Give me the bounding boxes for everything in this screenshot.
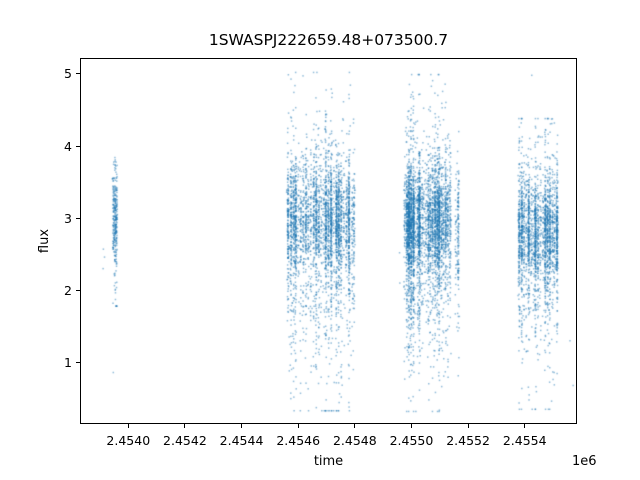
x-tick-label: 2.4550 xyxy=(389,433,434,448)
x-tick-mark xyxy=(354,423,356,428)
y-tick-mark xyxy=(76,217,80,219)
x-tick-label: 2.4542 xyxy=(163,433,207,448)
x-tick-mark xyxy=(297,423,299,428)
y-tick-label: 1 xyxy=(64,354,72,370)
x-tick-mark xyxy=(127,423,129,428)
plot-area xyxy=(80,57,577,424)
y-tick-mark xyxy=(76,73,80,75)
x-tick-mark xyxy=(524,423,526,428)
axis-offset-label: 1e6 xyxy=(572,454,597,469)
y-tick-mark xyxy=(76,289,80,291)
x-tick-label: 2.4548 xyxy=(332,433,377,448)
x-tick-label: 2.4540 xyxy=(106,433,151,448)
x-tick-mark xyxy=(410,423,412,428)
y-tick-label: 4 xyxy=(64,138,72,154)
chart-title: 1SWASPJ222659.48+073500.7 xyxy=(208,31,449,49)
y-axis-label-text: flux xyxy=(37,228,52,253)
x-tick-label: 2.4554 xyxy=(502,433,547,448)
x-tick-mark xyxy=(467,423,469,428)
y-tick-mark xyxy=(76,145,80,147)
x-tick-label: 2.4552 xyxy=(446,433,490,448)
y-tick-label: 2 xyxy=(64,282,72,298)
x-tick-mark xyxy=(241,423,243,428)
y-tick-label: 5 xyxy=(64,66,72,82)
x-tick-label: 2.4544 xyxy=(219,433,264,448)
x-axis-label: time xyxy=(313,454,344,469)
x-tick-mark xyxy=(184,423,186,428)
x-tick-label: 2.4546 xyxy=(276,433,321,448)
y-tick-mark xyxy=(76,361,80,363)
y-tick-label: 3 xyxy=(64,210,72,226)
